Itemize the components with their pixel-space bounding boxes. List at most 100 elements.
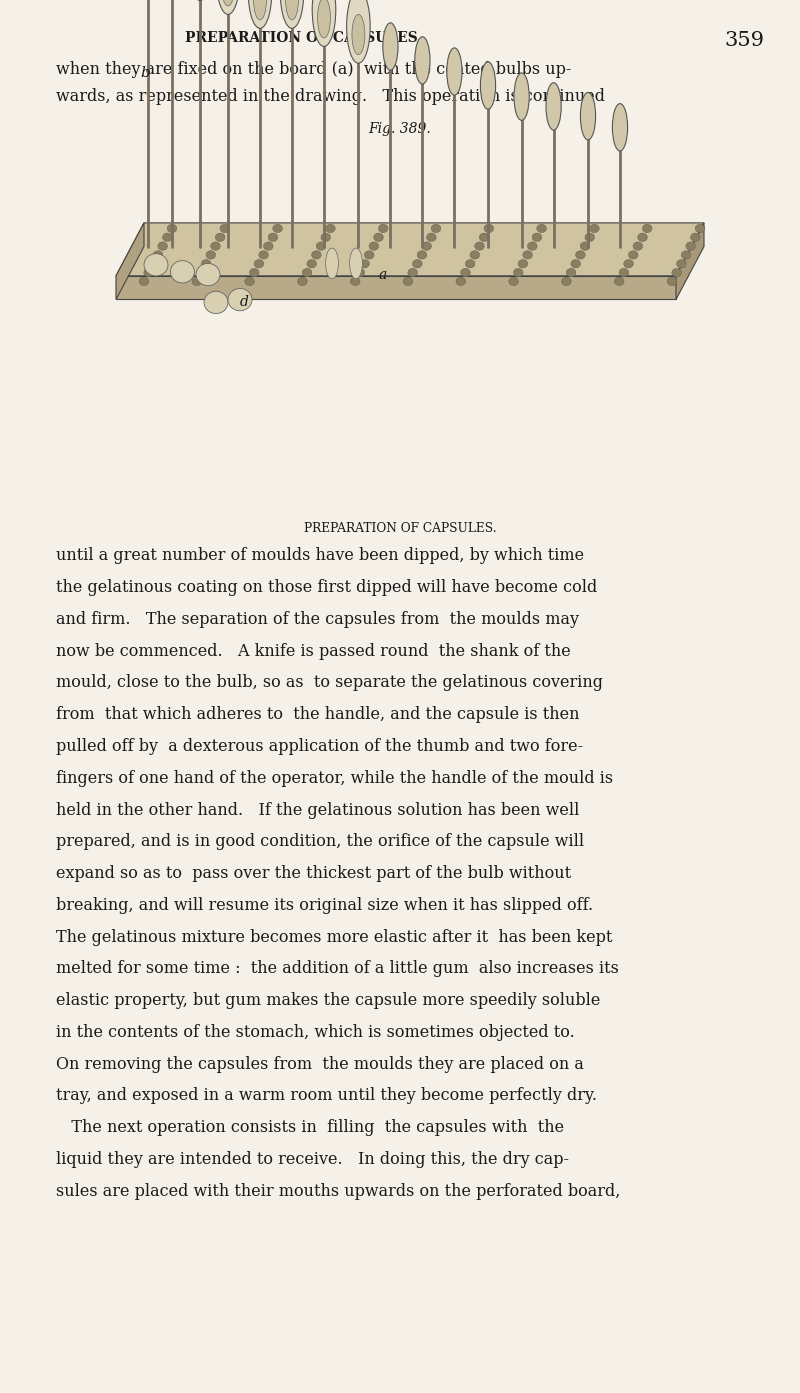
Text: when they are fixed on the board (a)  with the coated bulbs up-: when they are fixed on the board (a) wit… <box>56 61 571 78</box>
Ellipse shape <box>220 224 230 233</box>
Ellipse shape <box>206 251 215 259</box>
Ellipse shape <box>210 242 220 251</box>
Ellipse shape <box>642 224 652 233</box>
Ellipse shape <box>245 277 254 286</box>
Ellipse shape <box>690 233 700 241</box>
Text: liquid they are intended to receive.   In doing this, the dry cap-: liquid they are intended to receive. In … <box>56 1151 569 1167</box>
Text: mould, close to the bulb, so as  to separate the gelatinous covering: mould, close to the bulb, so as to separ… <box>56 674 603 691</box>
Ellipse shape <box>215 233 225 241</box>
Ellipse shape <box>316 242 326 251</box>
Ellipse shape <box>254 0 266 20</box>
Text: On removing the capsules from  the moulds they are placed on a: On removing the capsules from the moulds… <box>56 1056 584 1073</box>
Ellipse shape <box>144 254 168 276</box>
Ellipse shape <box>682 251 690 259</box>
Text: prepared, and is in good condition, the orifice of the capsule will: prepared, and is in good condition, the … <box>56 833 584 850</box>
Ellipse shape <box>312 0 336 46</box>
Ellipse shape <box>576 251 585 259</box>
Ellipse shape <box>480 61 496 109</box>
Ellipse shape <box>638 233 647 241</box>
Ellipse shape <box>474 242 484 251</box>
Ellipse shape <box>446 47 462 95</box>
Text: 359: 359 <box>724 31 764 50</box>
Ellipse shape <box>374 233 383 241</box>
Ellipse shape <box>153 251 163 259</box>
Ellipse shape <box>216 0 240 14</box>
Text: pulled off by  a dexterous application of the thumb and two fore-: pulled off by a dexterous application of… <box>56 738 583 755</box>
Ellipse shape <box>298 277 307 286</box>
Ellipse shape <box>479 233 489 241</box>
Ellipse shape <box>222 0 234 6</box>
Text: wards, as represented in the drawing.   This operation is continued: wards, as represented in the drawing. Th… <box>56 88 605 104</box>
Ellipse shape <box>585 233 594 241</box>
Ellipse shape <box>144 269 154 277</box>
Ellipse shape <box>414 36 430 84</box>
Text: PREPARATION OF CAPSULES.: PREPARATION OF CAPSULES. <box>304 522 496 535</box>
Polygon shape <box>676 223 704 299</box>
Text: melted for some time :  the addition of a little gum  also increases its: melted for some time : the addition of a… <box>56 960 619 978</box>
Text: breaking, and will resume its original size when it has slipped off.: breaking, and will resume its original s… <box>56 897 593 914</box>
Ellipse shape <box>431 224 441 233</box>
Text: b: b <box>141 65 150 79</box>
Ellipse shape <box>254 259 264 267</box>
Ellipse shape <box>677 259 686 267</box>
Ellipse shape <box>633 242 642 251</box>
Ellipse shape <box>382 22 398 70</box>
Text: PREPARATION OF CAPSULES.: PREPARATION OF CAPSULES. <box>186 31 422 45</box>
Ellipse shape <box>667 277 677 286</box>
Ellipse shape <box>248 0 272 28</box>
Text: now be commenced.   A knife is passed round  the shank of the: now be commenced. A knife is passed roun… <box>56 642 570 660</box>
Ellipse shape <box>167 224 177 233</box>
Ellipse shape <box>268 233 278 241</box>
Ellipse shape <box>418 251 427 259</box>
Text: fingers of one hand of the operator, while the handle of the mould is: fingers of one hand of the operator, whi… <box>56 770 613 787</box>
Ellipse shape <box>614 277 624 286</box>
Ellipse shape <box>514 269 523 277</box>
Ellipse shape <box>321 233 330 241</box>
Ellipse shape <box>686 242 695 251</box>
Ellipse shape <box>355 269 365 277</box>
Ellipse shape <box>523 251 532 259</box>
Ellipse shape <box>170 260 194 283</box>
Ellipse shape <box>466 259 475 267</box>
Ellipse shape <box>280 0 304 28</box>
Ellipse shape <box>162 233 172 241</box>
Ellipse shape <box>566 269 576 277</box>
Text: The next operation consists in  filling  the capsules with  the: The next operation consists in filling t… <box>56 1119 564 1137</box>
Text: elastic property, but gum makes the capsule more speedily soluble: elastic property, but gum makes the caps… <box>56 992 600 1009</box>
Ellipse shape <box>672 269 682 277</box>
Ellipse shape <box>580 242 590 251</box>
Ellipse shape <box>484 224 494 233</box>
Text: in the contents of the stomach, which is sometimes objected to.: in the contents of the stomach, which is… <box>56 1024 574 1041</box>
Text: held in the other hand.   If the gelatinous solution has been well: held in the other hand. If the gelatinou… <box>56 801 579 819</box>
Ellipse shape <box>518 259 528 267</box>
Ellipse shape <box>470 251 479 259</box>
Ellipse shape <box>326 248 338 279</box>
Text: the gelatinous coating on those first dipped will have become cold: the gelatinous coating on those first di… <box>56 579 598 596</box>
Ellipse shape <box>546 82 561 130</box>
Ellipse shape <box>537 224 546 233</box>
Ellipse shape <box>426 233 436 241</box>
Ellipse shape <box>302 269 312 277</box>
Ellipse shape <box>250 269 259 277</box>
Ellipse shape <box>403 277 413 286</box>
Ellipse shape <box>350 248 362 279</box>
Ellipse shape <box>149 259 158 267</box>
Text: and firm.   The separation of the capsules from  the moulds may: and firm. The separation of the capsules… <box>56 612 579 628</box>
Ellipse shape <box>273 224 282 233</box>
Ellipse shape <box>364 251 374 259</box>
Ellipse shape <box>514 72 530 120</box>
Ellipse shape <box>318 0 330 38</box>
Ellipse shape <box>352 14 365 54</box>
Ellipse shape <box>369 242 378 251</box>
Polygon shape <box>116 223 144 299</box>
Ellipse shape <box>571 259 581 267</box>
Ellipse shape <box>422 242 431 251</box>
Ellipse shape <box>286 0 298 20</box>
Ellipse shape <box>456 277 466 286</box>
Text: until a great number of moulds have been dipped, by which time: until a great number of moulds have been… <box>56 547 584 564</box>
Ellipse shape <box>413 259 422 267</box>
Text: expand so as to  pass over the thickest part of the bulb without: expand so as to pass over the thickest p… <box>56 865 571 882</box>
Ellipse shape <box>360 259 370 267</box>
Polygon shape <box>116 223 704 276</box>
Ellipse shape <box>204 291 228 313</box>
